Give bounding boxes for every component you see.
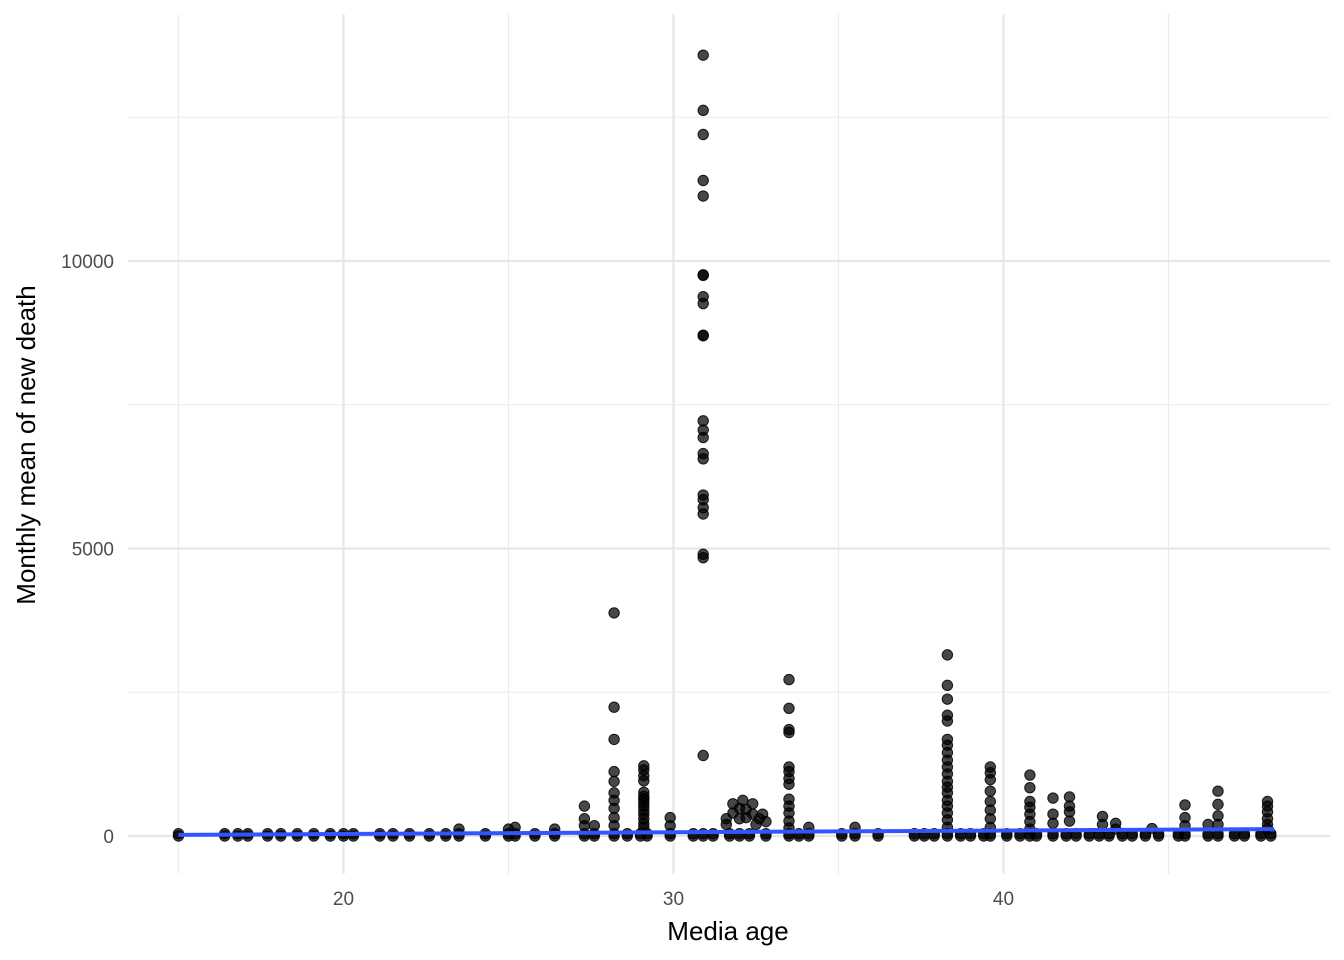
data-point [664, 819, 676, 832]
data-point [1063, 815, 1076, 827]
data-point [720, 818, 732, 831]
data-point [697, 128, 709, 141]
data-point [697, 297, 709, 310]
data-point [984, 785, 996, 797]
data-point [1047, 817, 1059, 830]
data-point [783, 702, 795, 715]
data-point [984, 773, 996, 786]
data-point [1047, 792, 1059, 804]
data-point [608, 607, 620, 619]
data-point [697, 190, 709, 202]
data-point [783, 673, 795, 686]
data-point [697, 749, 709, 762]
data-point [783, 778, 795, 790]
data-point [941, 715, 954, 727]
y-tick-label: 5000 [72, 540, 114, 561]
data-point [1212, 785, 1224, 797]
data-point [1179, 799, 1191, 811]
y-tick-label: 0 [103, 827, 114, 848]
trend-line [178, 827, 1275, 837]
data-point [697, 330, 709, 342]
data-point [941, 693, 954, 705]
x-tick-label: 40 [993, 889, 1014, 910]
x-tick-label: 30 [663, 889, 684, 910]
data-point [1024, 782, 1036, 794]
data-point [697, 269, 709, 282]
data-point [941, 679, 954, 692]
y-tick-label: 10000 [61, 252, 114, 273]
data-points [172, 49, 1277, 842]
data-point [578, 819, 591, 832]
data-point [638, 775, 650, 787]
data-point [578, 800, 591, 812]
y-axis-ticks: 0 5000 10000 [61, 252, 114, 848]
x-tick-label: 20 [333, 889, 354, 910]
data-point [608, 765, 620, 778]
data-point [697, 104, 709, 117]
x-axis-title: Media age [667, 916, 788, 946]
data-point [588, 819, 600, 832]
data-point [697, 174, 709, 187]
data-point [697, 453, 709, 465]
data-point [697, 49, 709, 61]
data-point [608, 819, 620, 832]
data-point [1212, 798, 1224, 811]
data-point [697, 552, 709, 564]
x-axis-ticks: 20 30 40 [333, 889, 1014, 910]
data-point [697, 431, 709, 444]
data-point [608, 775, 620, 788]
data-point [1024, 769, 1036, 781]
trend-line-group [178, 827, 1275, 837]
data-point [608, 733, 620, 746]
grid [128, 14, 1330, 874]
data-point [941, 649, 954, 661]
data-point [697, 508, 709, 520]
data-point [760, 815, 772, 828]
y-axis-title: Monthly mean of new death [11, 285, 41, 604]
data-point [608, 701, 620, 713]
data-point [747, 798, 759, 810]
data-point [783, 726, 795, 739]
